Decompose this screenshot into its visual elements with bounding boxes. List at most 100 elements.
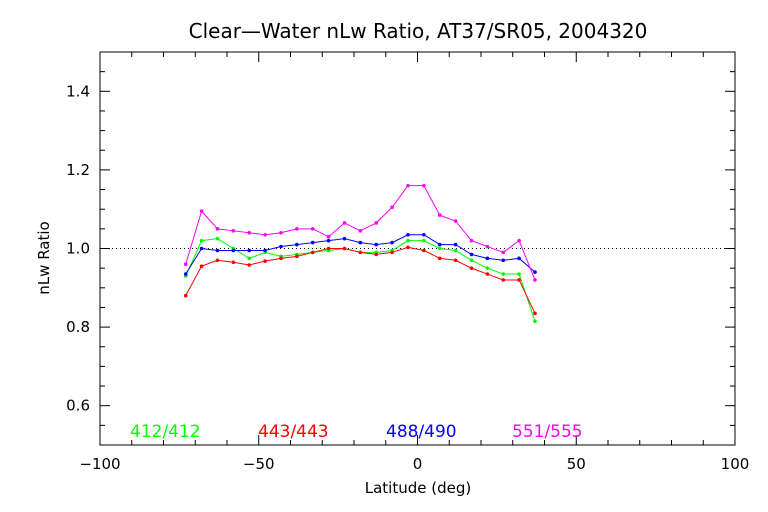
series-layer: [183, 183, 537, 324]
data-point: [533, 270, 537, 274]
x-tick-label: 100: [721, 455, 750, 473]
data-point: [517, 256, 521, 261]
data-point: [469, 252, 474, 257]
data-point: [247, 256, 252, 261]
data-point: [183, 293, 188, 298]
data-point: [231, 229, 236, 233]
data-point: [437, 256, 442, 261]
y-axis-label: nLw Ratio: [35, 221, 53, 294]
data-point: [215, 227, 220, 231]
data-point: [390, 240, 394, 245]
data-point: [533, 311, 537, 316]
data-point: [247, 230, 252, 235]
x-tick-label: −100: [79, 455, 120, 473]
data-point: [485, 244, 490, 249]
y-tick-label: 0.6: [66, 397, 90, 415]
data-point: [326, 234, 331, 239]
data-point: [406, 232, 410, 237]
data-point: [453, 248, 458, 253]
axis-ticks: [99, 51, 736, 446]
data-point: [295, 242, 299, 247]
data-point: [533, 319, 537, 324]
data-point: [310, 250, 315, 255]
data-point: [517, 238, 521, 243]
data-point: [485, 272, 490, 276]
legend-entry: 412/412: [130, 422, 201, 442]
data-point: [295, 227, 299, 231]
data-point: [406, 238, 410, 243]
data-point: [263, 232, 267, 237]
data-point: [422, 248, 426, 253]
data-point: [247, 263, 252, 267]
data-point: [374, 221, 379, 225]
data-point: [469, 238, 474, 243]
data-point: [342, 236, 347, 241]
legend-entry: 443/443: [258, 422, 329, 442]
data-point: [517, 272, 521, 276]
data-point: [231, 260, 236, 265]
data-point: [437, 246, 442, 251]
y-tick-label: 1.2: [66, 161, 90, 179]
data-point: [453, 258, 458, 263]
data-point: [406, 245, 410, 250]
data-point: [358, 250, 363, 255]
data-point: [422, 183, 426, 188]
data-point: [406, 183, 410, 188]
data-point: [247, 248, 252, 253]
data-point: [199, 246, 204, 251]
y-tick-label: 0.8: [66, 318, 90, 336]
data-point: [215, 258, 220, 263]
data-point: [485, 256, 490, 261]
series-443-443: [183, 245, 537, 316]
data-point: [279, 256, 283, 261]
data-point: [183, 262, 188, 267]
data-point: [279, 230, 283, 235]
data-point: [453, 219, 458, 223]
legend-entry: 551/555: [512, 422, 583, 442]
data-point: [469, 266, 474, 270]
data-point: [231, 248, 236, 253]
series-412-412: [183, 236, 537, 324]
data-point: [422, 232, 426, 237]
data-point: [390, 205, 394, 210]
data-point: [374, 242, 379, 247]
series-line-488-490: [185, 234, 536, 275]
chart-title: Clear—Water nLw Ratio, AT37/SR05, 200432…: [189, 19, 648, 43]
data-point: [342, 246, 347, 251]
data-point: [453, 242, 458, 247]
data-point: [263, 259, 267, 263]
data-point: [390, 250, 394, 255]
x-tick-label: 0: [413, 455, 423, 473]
data-point: [533, 278, 537, 282]
data-point: [501, 278, 506, 282]
data-point: [501, 250, 506, 255]
data-point: [485, 266, 490, 270]
data-point: [215, 248, 220, 253]
y-tick-label: 1.4: [66, 82, 90, 100]
data-point: [342, 221, 347, 225]
data-point: [199, 209, 204, 213]
data-point: [310, 227, 315, 231]
legend: 412/412 443/443 488/490 551/555: [130, 422, 583, 442]
data-point: [517, 278, 521, 282]
data-point: [358, 240, 363, 245]
data-point: [501, 258, 506, 263]
data-point: [183, 272, 188, 276]
series-488-490: [183, 232, 537, 276]
data-point: [279, 244, 283, 249]
data-point: [263, 248, 267, 253]
plot-frame: [99, 51, 736, 446]
legend-entry: 488/490: [386, 422, 457, 442]
data-point: [215, 236, 220, 241]
data-point: [422, 238, 426, 243]
data-point: [358, 229, 363, 233]
data-point: [326, 238, 331, 243]
data-point: [199, 238, 204, 243]
data-point: [310, 240, 315, 245]
data-point: [469, 258, 474, 263]
data-point: [501, 272, 506, 276]
data-point: [437, 242, 442, 247]
data-point: [295, 254, 299, 259]
data-point: [437, 213, 442, 217]
